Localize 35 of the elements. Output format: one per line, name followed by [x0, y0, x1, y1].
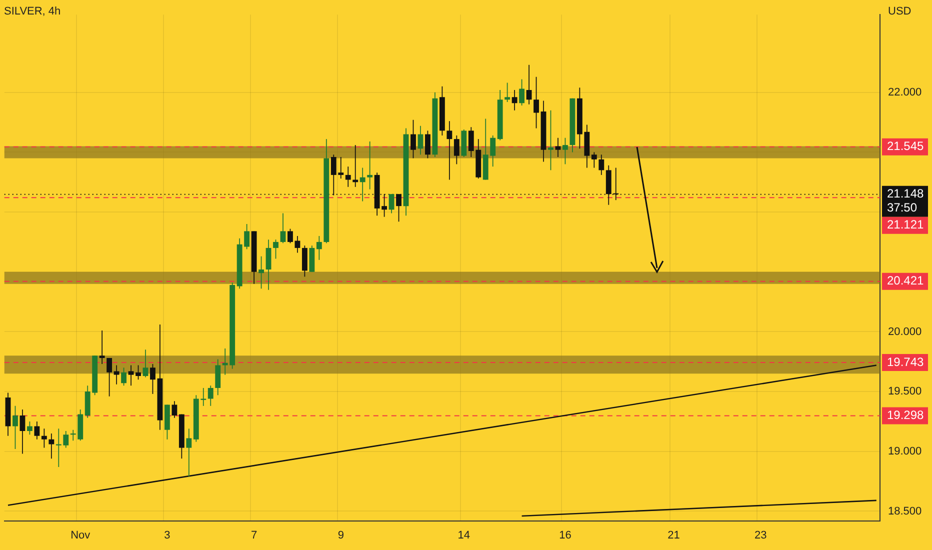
ref-line-label: 19.743 [887, 354, 924, 369]
candlestick [360, 168, 366, 202]
y-tick-label: 19.500 [888, 386, 922, 398]
candlestick [446, 121, 452, 180]
candlestick [41, 428, 47, 448]
y-tick-label: 18.500 [888, 505, 922, 518]
x-tick-label: 21 [668, 529, 680, 542]
candlestick [128, 365, 134, 386]
x-tick-label: 9 [338, 529, 344, 542]
candlestick [99, 330, 105, 364]
candlestick [345, 166, 351, 187]
ref-line-label: 21.148 [887, 186, 924, 201]
ref-line-label: 19.298 [887, 408, 924, 422]
x-tick-label: 23 [754, 529, 767, 542]
x-tick-label: 16 [559, 529, 572, 542]
x-tick-label: 3 [164, 529, 170, 542]
chart-title: SILVER, 4h [4, 6, 61, 18]
ref-line-label: 21.121 [887, 218, 924, 232]
candlestick [367, 141, 373, 190]
candlestick [504, 82, 510, 102]
candlestick [555, 138, 561, 158]
y-tick-label: 20.000 [888, 326, 922, 338]
candlestick [186, 428, 192, 477]
x-tick-label: 14 [458, 529, 470, 542]
candlestick [48, 433, 54, 459]
y-tick-label: 22.000 [888, 86, 922, 98]
y-axis-title: USD [888, 6, 912, 18]
candlestick [114, 365, 120, 384]
candlestick [352, 145, 358, 187]
text: 37:50 [887, 200, 918, 215]
x-tick-label: 7 [250, 529, 258, 542]
x-tick-label: Nov [70, 529, 91, 542]
y-tick-label: 19.000 [888, 445, 922, 458]
ref-line-label: 21.545 [887, 139, 924, 154]
ref-line-label: 20.421 [887, 274, 924, 288]
